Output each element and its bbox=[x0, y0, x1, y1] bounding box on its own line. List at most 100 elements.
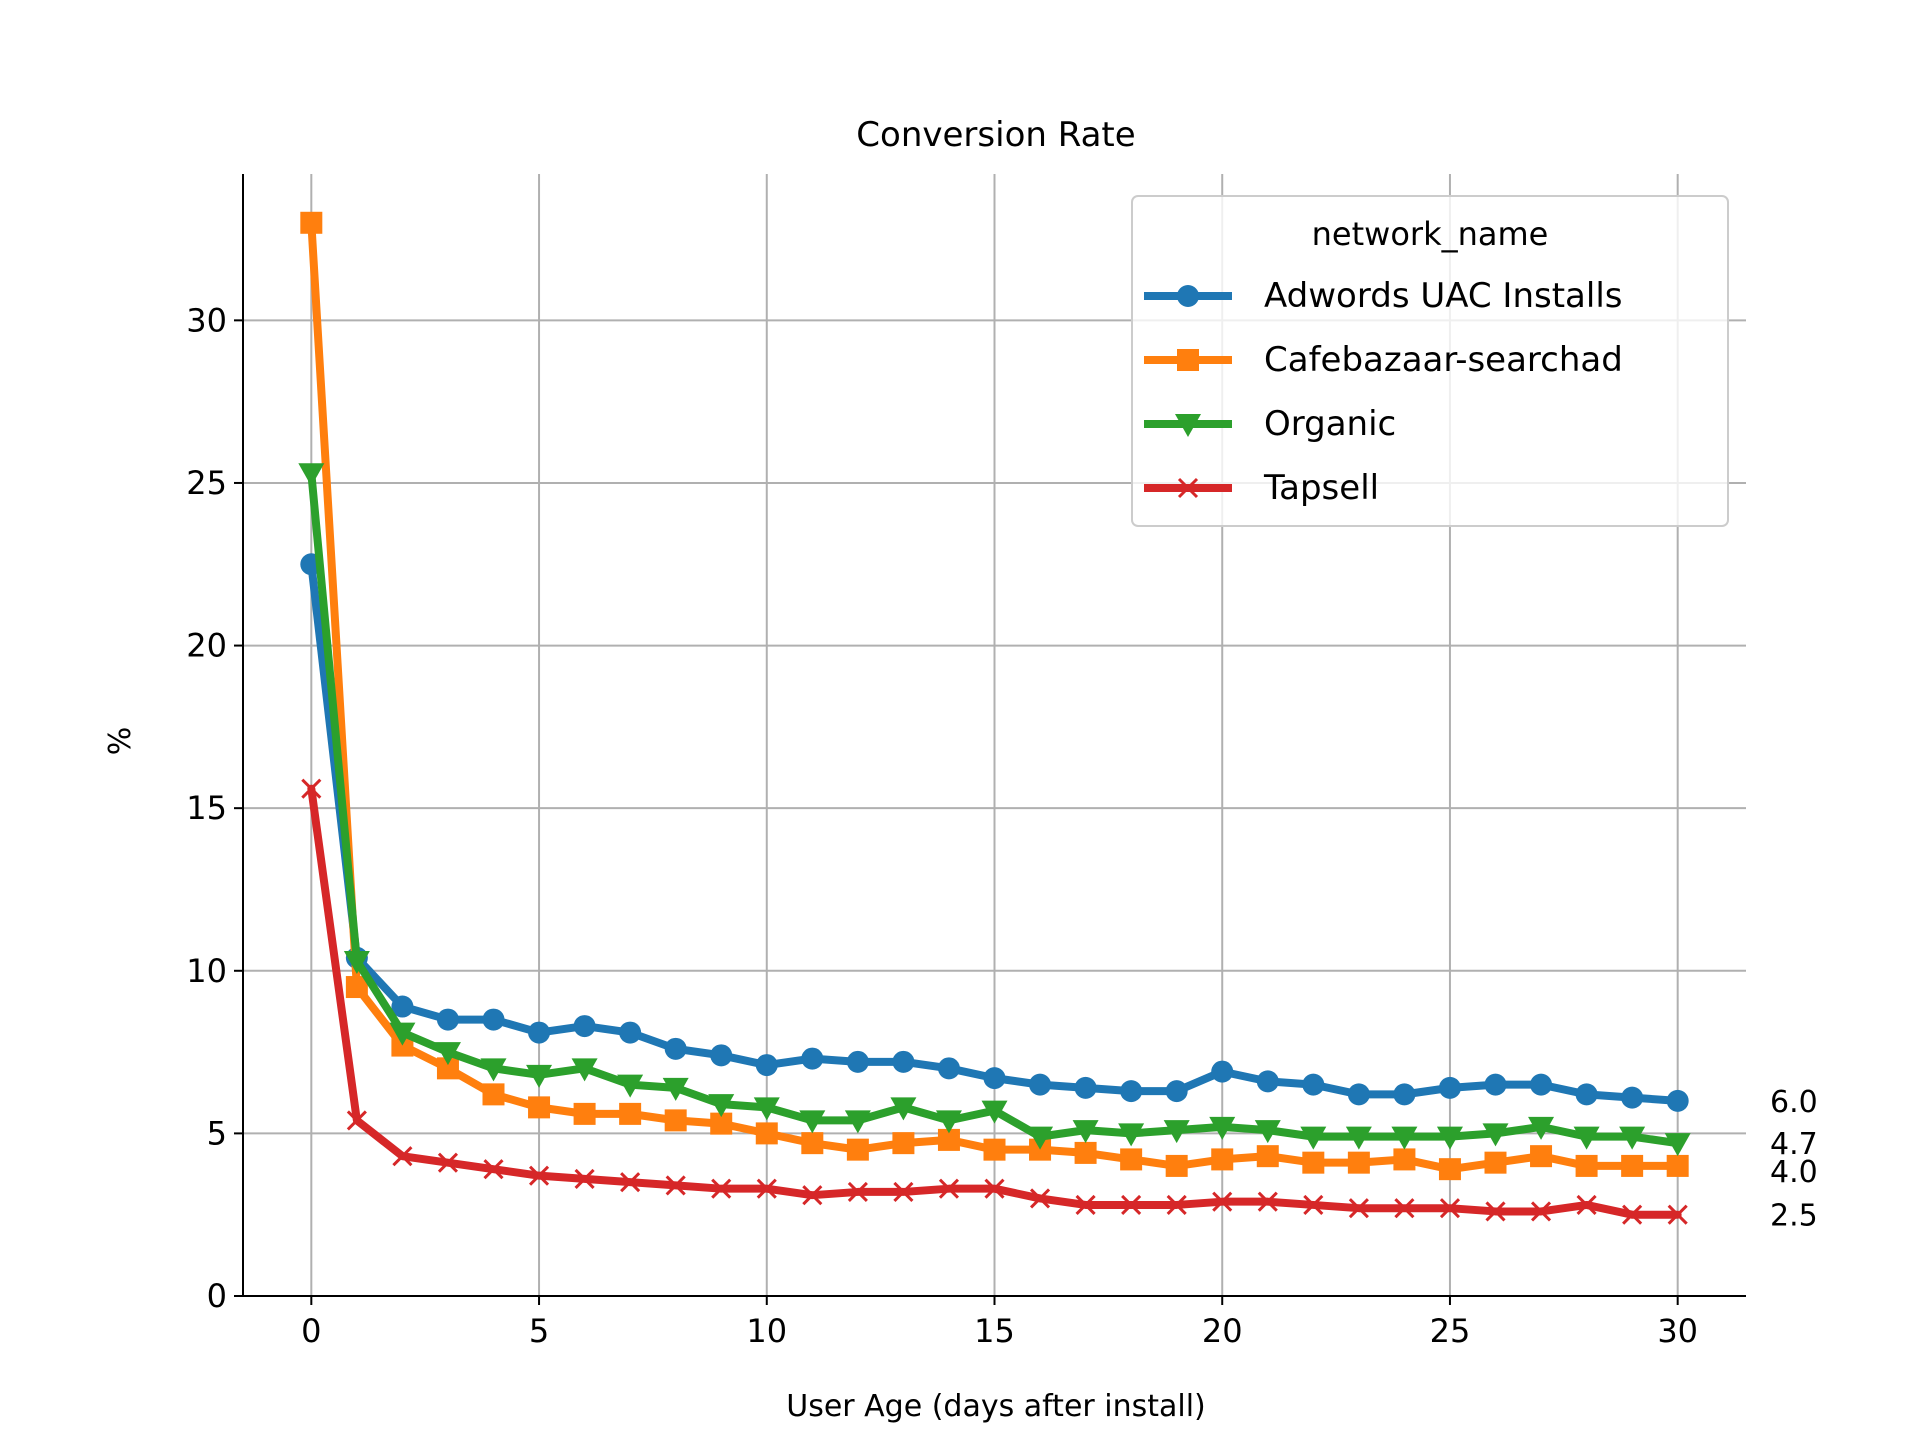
data-point bbox=[298, 463, 325, 487]
data-point bbox=[1163, 1120, 1190, 1144]
end-value-label: 4.7 bbox=[1770, 1127, 1818, 1162]
y-tick-label: 30 bbox=[186, 301, 227, 339]
series-organic bbox=[298, 463, 1691, 1157]
data-series bbox=[298, 211, 1691, 1225]
series-cafebazaar-searchad bbox=[300, 211, 1689, 1181]
x-marker-stroke bbox=[1121, 1194, 1142, 1215]
data-point bbox=[1256, 1145, 1279, 1168]
data-point bbox=[1576, 1194, 1597, 1215]
x-tick-label: 5 bbox=[529, 1312, 549, 1350]
data-point bbox=[1029, 1073, 1052, 1096]
y-tick-label: 25 bbox=[186, 464, 227, 502]
data-point bbox=[434, 1042, 461, 1066]
y-tick-label: 10 bbox=[186, 952, 227, 990]
y-tick-label: 20 bbox=[186, 627, 227, 665]
x-marker-stroke bbox=[528, 1165, 550, 1186]
data-point bbox=[711, 1178, 732, 1199]
data-point bbox=[799, 1110, 826, 1134]
data-point bbox=[346, 1110, 367, 1131]
data-point bbox=[1166, 1194, 1187, 1215]
x-marker-stroke bbox=[984, 1178, 1005, 1199]
data-point bbox=[756, 1178, 777, 1199]
x-marker-stroke bbox=[1029, 1188, 1051, 1209]
data-point bbox=[1120, 1080, 1143, 1103]
data-point bbox=[617, 1074, 644, 1098]
data-point bbox=[1438, 1158, 1461, 1181]
data-point bbox=[710, 1044, 733, 1067]
data-point bbox=[1393, 1148, 1416, 1171]
data-point bbox=[1029, 1188, 1051, 1209]
legend-title: network_name bbox=[1312, 215, 1549, 253]
y-tick-label: 0 bbox=[207, 1277, 227, 1315]
legend-item: Organic bbox=[1144, 404, 1396, 444]
data-point bbox=[389, 1022, 416, 1046]
end-value-label: 2.5 bbox=[1770, 1199, 1818, 1234]
legend-items: Adwords UAC Installs Cafebazaar-searchad O… bbox=[1144, 276, 1623, 508]
data-point bbox=[1027, 1126, 1054, 1150]
data-point bbox=[981, 1100, 1008, 1124]
data-point bbox=[801, 1132, 824, 1155]
x-marker-stroke bbox=[1667, 1204, 1688, 1225]
end-value-labels: 6.0 4.74.0 2.5 bbox=[1770, 1085, 1818, 1234]
data-point bbox=[892, 1132, 915, 1155]
data-point bbox=[1622, 1204, 1643, 1225]
data-point bbox=[1484, 1073, 1507, 1096]
x-marker-stroke bbox=[1576, 1194, 1597, 1215]
data-point bbox=[983, 1138, 1006, 1161]
x-marker-stroke bbox=[756, 1178, 777, 1199]
legend-marker bbox=[1177, 477, 1199, 499]
data-point bbox=[1575, 1083, 1598, 1106]
data-point bbox=[938, 1178, 960, 1199]
data-point bbox=[1348, 1198, 1369, 1219]
x-marker-stroke bbox=[665, 1175, 686, 1196]
data-point bbox=[1072, 1120, 1099, 1144]
x-marker-stroke bbox=[301, 778, 322, 799]
data-point bbox=[755, 1122, 778, 1145]
legend-frame bbox=[1131, 195, 1729, 527]
data-point bbox=[482, 1008, 505, 1031]
data-point bbox=[573, 1015, 596, 1038]
data-point bbox=[436, 1008, 459, 1031]
data-point bbox=[1254, 1120, 1281, 1144]
x-marker-stroke bbox=[620, 1172, 641, 1193]
x-marker-stroke bbox=[1075, 1194, 1096, 1215]
data-point bbox=[847, 1181, 868, 1202]
data-point bbox=[983, 1067, 1006, 1090]
x-marker-stroke bbox=[1303, 1194, 1324, 1215]
data-point bbox=[1209, 1116, 1236, 1140]
data-point bbox=[708, 1094, 735, 1118]
data-point bbox=[846, 1138, 869, 1161]
data-point bbox=[1530, 1073, 1553, 1096]
data-point bbox=[1118, 1123, 1145, 1147]
data-point bbox=[1438, 1076, 1461, 1099]
data-point bbox=[1619, 1126, 1646, 1150]
data-point bbox=[664, 1109, 687, 1132]
data-point bbox=[755, 1054, 778, 1077]
legend: network_name Adwords UAC Installs Cafebaz… bbox=[1131, 195, 1729, 527]
data-point bbox=[1666, 1154, 1689, 1177]
data-point bbox=[1439, 1198, 1461, 1219]
data-point bbox=[574, 1168, 595, 1189]
data-point bbox=[1165, 1080, 1188, 1103]
data-point bbox=[937, 1057, 960, 1080]
data-point bbox=[893, 1181, 914, 1202]
data-point bbox=[1436, 1126, 1463, 1150]
x-marker-stroke bbox=[893, 1181, 914, 1202]
x-marker-stroke bbox=[1439, 1198, 1461, 1219]
data-point bbox=[483, 1159, 504, 1180]
data-point bbox=[1391, 1126, 1418, 1150]
data-point bbox=[436, 1057, 459, 1080]
legend-label: Organic bbox=[1264, 404, 1396, 444]
data-point bbox=[1211, 1060, 1234, 1083]
data-point bbox=[573, 1102, 596, 1125]
data-point bbox=[301, 778, 322, 799]
data-point bbox=[1621, 1154, 1644, 1177]
data-point bbox=[1074, 1141, 1097, 1164]
data-point bbox=[890, 1097, 917, 1121]
data-point bbox=[1393, 1083, 1416, 1106]
data-point bbox=[437, 1152, 459, 1173]
legend-item: Cafebazaar-searchad bbox=[1144, 340, 1623, 380]
y-tick-label: 15 bbox=[186, 789, 227, 827]
x-tick-label: 15 bbox=[974, 1312, 1015, 1350]
legend-marker bbox=[1177, 349, 1199, 371]
